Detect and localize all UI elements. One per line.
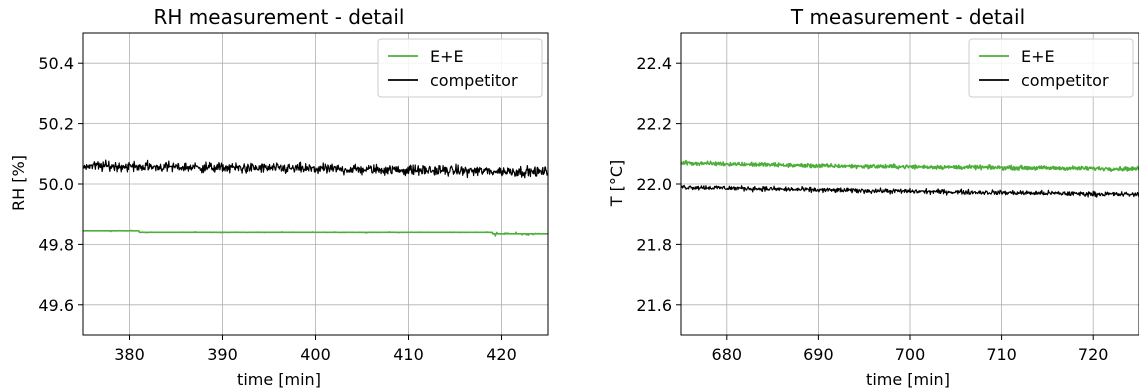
rh-x-tick-label: 380 — [114, 345, 145, 364]
rh-series-line-e-e — [83, 229, 548, 237]
rh-x-tick-label: 410 — [393, 345, 424, 364]
t-chart-title: T measurement - detail — [790, 5, 1025, 29]
t-y-tick-label: 22.0 — [636, 175, 672, 194]
t-series-line-e-e — [681, 160, 1139, 173]
t-x-tick-label: 690 — [803, 345, 834, 364]
rh-y-tick-label: 50.2 — [38, 115, 74, 134]
rh-legend-label: E+E — [430, 47, 464, 66]
t-y-tick-label: 21.8 — [636, 235, 672, 254]
rh-x-axis-label: time [min] — [237, 370, 321, 388]
rh-series-line-competitor — [83, 159, 548, 179]
t-x-tick-label: 710 — [986, 345, 1017, 364]
t-chart: T measurement - detail time [min] T [°C]… — [607, 5, 1139, 388]
rh-legend-label: competitor — [430, 71, 518, 90]
t-legend-label: competitor — [1021, 71, 1109, 90]
t-x-axis-label: time [min] — [866, 370, 950, 388]
t-x-tick-label: 720 — [1078, 345, 1109, 364]
t-y-tick-label: 22.4 — [636, 54, 672, 73]
rh-y-tick-label: 49.8 — [38, 235, 74, 254]
rh-legend: E+E competitor — [377, 38, 543, 98]
rh-y-tick-label: 50.0 — [38, 175, 74, 194]
rh-y-tick-label: 50.4 — [38, 54, 74, 73]
rh-x-tick-label: 400 — [300, 345, 331, 364]
t-legend: E+E competitor — [968, 38, 1134, 98]
t-series-line-competitor — [681, 184, 1139, 198]
rh-x-tick-label: 390 — [207, 345, 238, 364]
rh-x-tick-label: 420 — [486, 345, 517, 364]
t-x-tick-label: 680 — [712, 345, 743, 364]
rh-chart: RH measurement - detail time [min] RH [%… — [9, 5, 549, 388]
rh-y-axis-label: RH [%] — [9, 155, 28, 211]
rh-y-tick-label: 49.6 — [38, 296, 74, 315]
t-y-tick-label: 22.2 — [636, 115, 672, 134]
t-y-tick-label: 21.6 — [636, 296, 672, 315]
t-x-tick-label: 700 — [895, 345, 926, 364]
t-legend-label: E+E — [1021, 47, 1055, 66]
t-y-axis-label: T [°C] — [607, 160, 626, 208]
rh-chart-title: RH measurement - detail — [154, 5, 405, 29]
